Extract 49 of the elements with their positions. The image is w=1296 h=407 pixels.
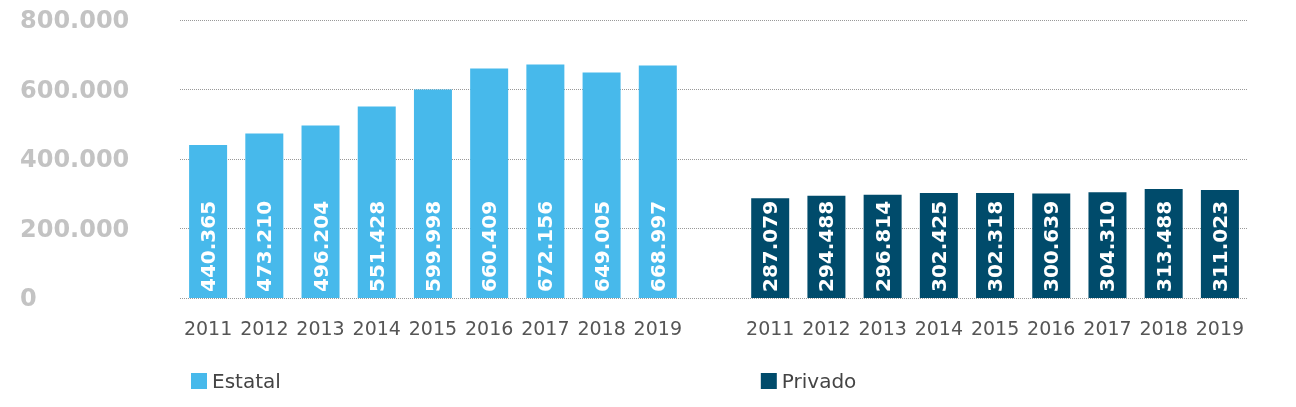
y-tick-label: 800.000 (20, 6, 130, 34)
bar (470, 68, 509, 298)
x-tick-label: 2013 (858, 316, 907, 339)
data-label: 473.210 (252, 200, 277, 292)
x-tick-label: 2012 (240, 316, 289, 339)
data-label: 302.425 (926, 200, 951, 292)
x-tick-label: 2019 (633, 316, 682, 339)
bar (526, 64, 565, 298)
data-label: 304.310 (1095, 200, 1120, 292)
x-tick-label: 2012 (802, 316, 851, 339)
data-label: 649.005 (589, 200, 614, 292)
x-tick-label: 2017 (521, 316, 570, 339)
legend-label: Estatal (212, 369, 281, 393)
data-label: 660.409 (477, 200, 502, 292)
y-tick-label: 200.000 (20, 214, 130, 243)
bar (357, 106, 396, 298)
data-label: 551.428 (364, 200, 389, 292)
x-tick-label: 2013 (296, 316, 345, 339)
x-tick-label: 2015 (408, 316, 458, 339)
x-tick-label: 2015 (970, 316, 1020, 339)
x-tick-label: 2019 (1195, 316, 1245, 339)
data-label: 440.365 (196, 200, 221, 292)
data-label: 300.639 (1039, 200, 1064, 292)
data-label: 311.023 (1207, 200, 1232, 292)
bar (638, 65, 677, 298)
y-tick-label: 0 (20, 284, 37, 312)
x-tick-label: 2018 (1139, 316, 1188, 339)
data-label: 294.488 (814, 200, 839, 292)
data-label: 599.998 (420, 200, 445, 292)
x-tick-label: 2016 (464, 316, 514, 339)
bar (582, 72, 621, 298)
x-tick-label: 2011 (746, 316, 795, 339)
data-label: 287.079 (758, 200, 783, 292)
bar (413, 89, 452, 298)
data-label: 668.997 (645, 200, 670, 292)
x-tick-label: 2018 (577, 316, 626, 339)
x-tick-label: 2011 (183, 316, 233, 339)
y-tick-label: 600.000 (20, 75, 130, 104)
y-tick-label: 400.000 (20, 145, 130, 173)
data-label: 313.488 (1151, 200, 1176, 292)
legend-label: Privado (781, 369, 857, 393)
data-label: 672.156 (533, 200, 558, 292)
data-label: 302.318 (983, 200, 1008, 292)
x-tick-label: 2016 (1027, 316, 1076, 339)
data-label: 296.814 (870, 200, 895, 292)
x-tick-label: 2014 (914, 316, 964, 339)
x-tick-label: 2017 (1083, 316, 1132, 339)
x-tick-label: 2014 (352, 316, 401, 339)
data-label: 496.204 (308, 200, 333, 292)
